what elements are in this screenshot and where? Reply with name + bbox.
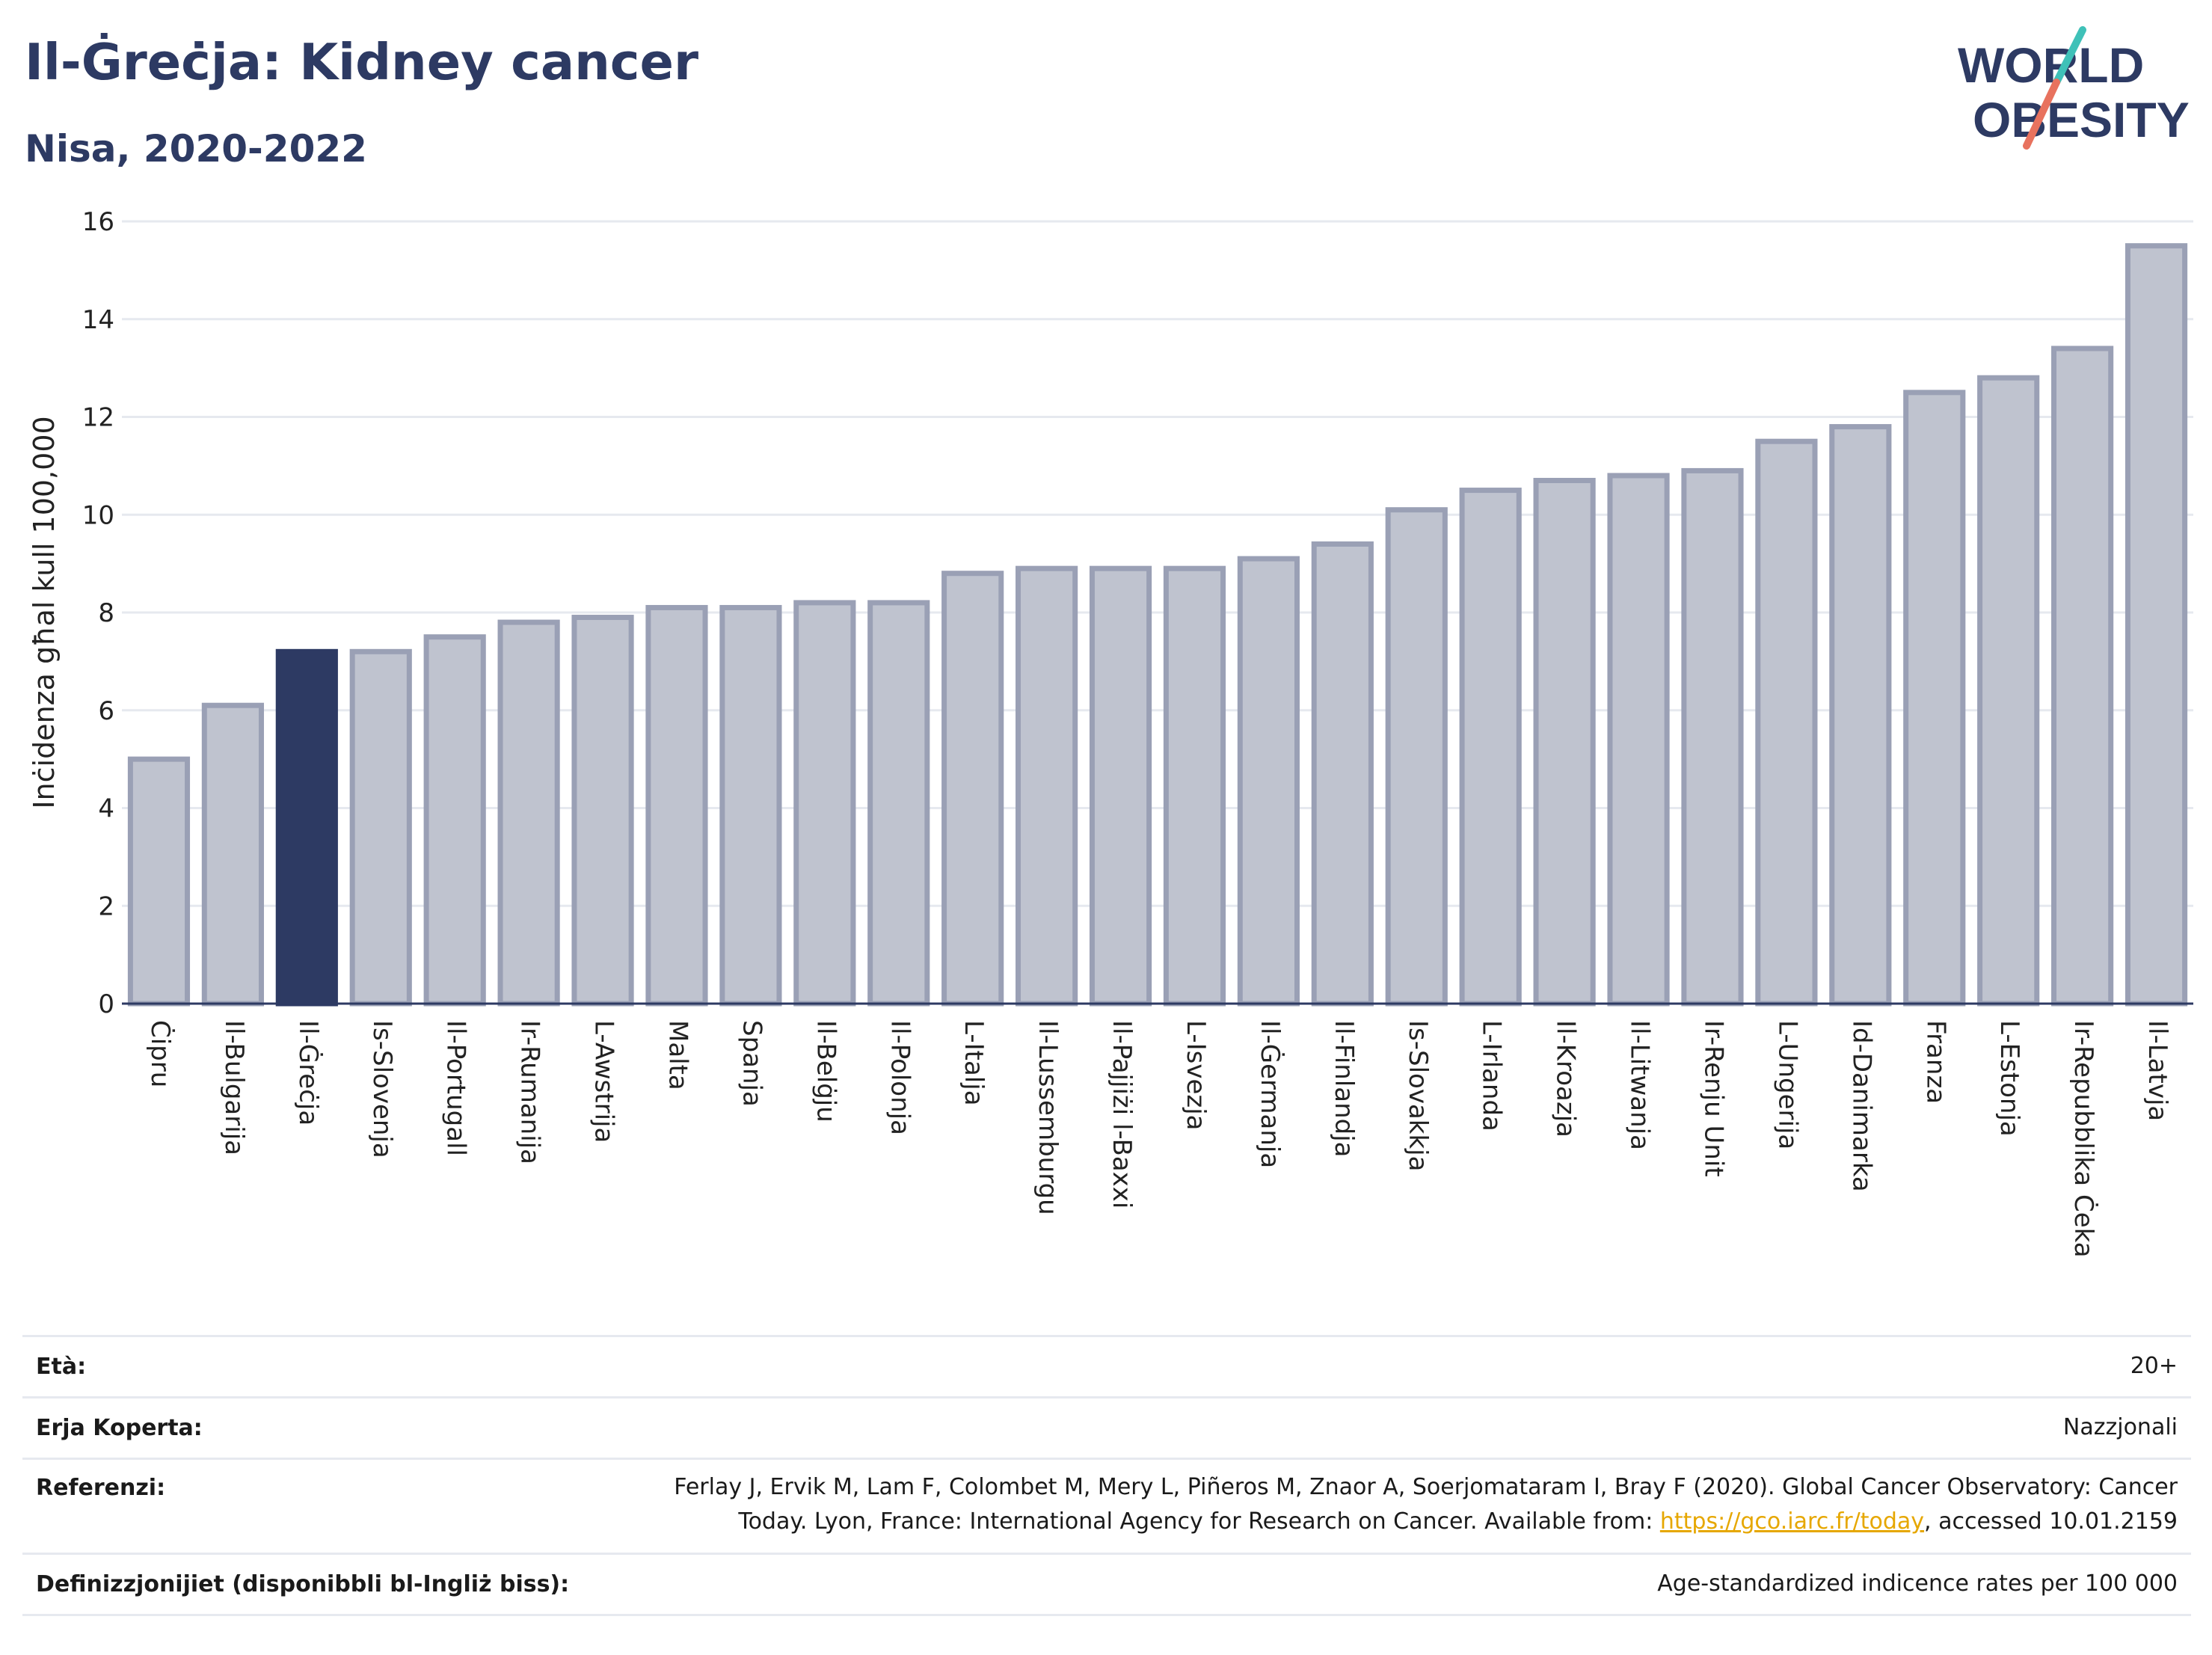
bar	[423, 634, 486, 1007]
chart-title: Il-Ġreċja: Kidney cancer	[25, 33, 698, 91]
x-tick-label: Ċipru	[145, 1020, 176, 1087]
bar	[941, 571, 1004, 1007]
x-tick-label: Franza	[1920, 1020, 1950, 1104]
y-tick-label: 12	[82, 403, 114, 433]
bar	[1459, 488, 1522, 1007]
logo-slash-coral	[2023, 79, 2060, 150]
y-tick-label: 10	[82, 500, 114, 530]
bar	[645, 604, 708, 1007]
x-tick-label: Il-Litwanja	[1625, 1020, 1655, 1150]
logo-text-obesity: OBESITY	[1973, 92, 2190, 147]
y-tick-label: 8	[98, 598, 114, 628]
x-tick-label: Is-Slovenja	[367, 1020, 397, 1158]
x-tick-label: Spanja	[737, 1020, 766, 1107]
bar	[275, 648, 338, 1007]
bar	[2125, 243, 2188, 1007]
bar	[1089, 565, 1152, 1007]
world-obesity-logo: WORLD OBESITY	[1958, 26, 2190, 150]
bar	[1977, 375, 2040, 1007]
bar	[1385, 507, 1448, 1007]
meta-def-label: Definizzjonijiet (disponibbli bl-Ingliż …	[36, 1571, 570, 1597]
meta-ref-line-1: Ferlay J, Ervik M, Lam F, Colombet M, Me…	[674, 1474, 2178, 1500]
x-tick-label: Il-Latvja	[2142, 1020, 2172, 1121]
y-tick-label: 14	[82, 305, 114, 335]
meta-age-value: 20+	[2130, 1353, 2178, 1379]
logo-text-world: WORLD	[1958, 37, 2144, 93]
y-tick-label: 2	[98, 891, 114, 921]
x-tick-label: Il-Kroazja	[1551, 1020, 1581, 1137]
bar	[793, 600, 856, 1007]
meta-ref-value: Ferlay J, Ervik M, Lam F, Colombet M, Me…	[674, 1470, 2178, 1539]
meta-row-age: Età: 20+	[22, 1335, 2191, 1396]
meta-ref-line-2-tail: , accessed 10.01.2159	[1924, 1508, 2178, 1535]
meta-area-value: Nazzjonali	[2062, 1414, 2178, 1440]
x-tick-label: Ir-Rumanija	[515, 1020, 545, 1164]
meta-row-references: Referenzi: Ferlay J, Ervik M, Lam F, Col…	[22, 1458, 2191, 1553]
x-tick-label: Il-Pajjiżi l-Baxxi	[1107, 1020, 1137, 1209]
metadata-table: Età: 20+ Erja Koperta: Nazzjonali Refere…	[22, 1335, 2191, 1616]
x-tick-label: L-Awstrija	[589, 1020, 619, 1143]
x-tick-label: Il-Belġju	[811, 1020, 841, 1123]
bar	[1903, 390, 1966, 1007]
bar	[1533, 477, 1596, 1007]
meta-ref-line-2: Today. Lyon, France: International Agenc…	[674, 1505, 2178, 1539]
bar	[1237, 556, 1300, 1007]
x-tick-label: L-Irlanda	[1477, 1020, 1507, 1132]
bar	[497, 619, 560, 1007]
x-tick-label: Il-Ġreċja	[293, 1020, 324, 1126]
bar	[349, 648, 412, 1007]
bar	[1681, 467, 1744, 1007]
bar-chart: 0 2 4 6 8 10 12 14 16 Ċipru Il-Bulgarija Il-Ġreċja I…	[28, 207, 2193, 1258]
meta-row-definitions: Definizzjonijiet (disponibbli bl-Ingliż …	[22, 1553, 2191, 1616]
bar	[201, 702, 264, 1007]
bar	[1163, 565, 1226, 1007]
x-tick-label: L-Isvezja	[1181, 1020, 1211, 1131]
meta-def-value: Age-standardized indicence rates per 100…	[1657, 1570, 2178, 1597]
x-tick-label: Il-Finlandja	[1329, 1020, 1359, 1158]
bar	[2051, 346, 2114, 1007]
x-tick-label: Il-Lussemburgu	[1033, 1020, 1063, 1215]
x-tick-label: Ir-Repubblika Ċeka	[2068, 1020, 2099, 1258]
bar	[1016, 565, 1078, 1007]
meta-ref-line-2-text: Today. Lyon, France: International Agenc…	[738, 1508, 1660, 1535]
meta-ref-link[interactable]: https://gco.iarc.fr/today	[1659, 1508, 1925, 1535]
bar	[1755, 438, 1818, 1007]
bar	[1607, 473, 1670, 1007]
x-tick-label: Il-Polonja	[885, 1020, 915, 1135]
bar	[1311, 541, 1374, 1007]
x-tick-label: Ir-Renju Unit	[1698, 1020, 1728, 1177]
meta-area-label: Erja Koperta:	[36, 1415, 203, 1441]
x-tick-label: L-Ungerija	[1772, 1020, 1802, 1149]
x-tick-label: L-Estonja	[1994, 1020, 2024, 1137]
bar	[867, 600, 930, 1007]
logo-slash-teal	[2053, 26, 2086, 86]
bar	[719, 604, 782, 1007]
y-axis-title: Inċidenza għal kull 100,000	[28, 416, 61, 808]
meta-row-area: Erja Koperta: Nazzjonali	[22, 1396, 2191, 1458]
x-tick-label: Is-Slovakkja	[1403, 1020, 1433, 1171]
x-tick-label: Il-Bulgarija	[219, 1020, 249, 1155]
y-tick-label: 16	[82, 207, 114, 237]
chart-subtitle: Nisa, 2020-2022	[25, 127, 367, 171]
x-tick-label: L-Italja	[959, 1020, 989, 1106]
meta-ref-label: Referenzi:	[36, 1475, 166, 1501]
y-tick-label: 6	[98, 696, 114, 726]
meta-age-label: Età:	[36, 1354, 87, 1380]
y-tick-label: 4	[98, 794, 114, 824]
y-tick-label: 0	[98, 989, 114, 1019]
x-tick-label: Il-Portugall	[441, 1020, 471, 1156]
bar	[571, 615, 634, 1007]
bar	[1829, 424, 1892, 1007]
x-tick-label: Il-Ġermanja	[1255, 1020, 1285, 1168]
bar	[127, 756, 191, 1007]
x-tick-label: Id-Danimarka	[1846, 1020, 1876, 1192]
x-tick-label: Malta	[663, 1020, 692, 1090]
